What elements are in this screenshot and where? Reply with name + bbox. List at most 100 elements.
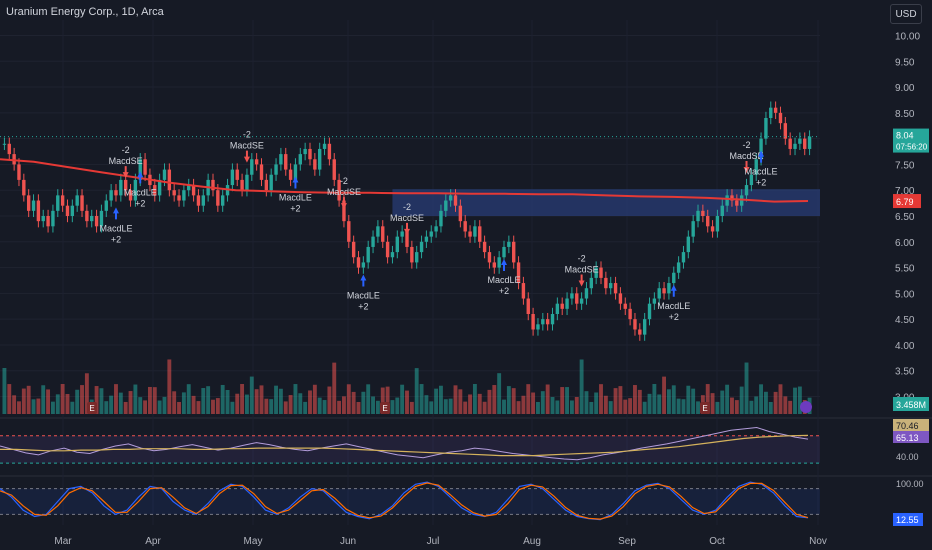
macd-long-arrow (758, 150, 765, 163)
candle-body (390, 252, 395, 258)
x-tick-label: Jul (427, 536, 440, 547)
candle-body (36, 200, 41, 222)
candle-body (65, 205, 70, 216)
rsi-ma-line (0, 434, 809, 457)
volume-bar (463, 401, 468, 414)
candle-body (220, 195, 225, 206)
volume-bar (715, 401, 720, 414)
candle-body (769, 107, 773, 118)
stoch-badge (893, 513, 923, 526)
volume-bar (162, 396, 167, 414)
signal-count: -2 (743, 140, 751, 150)
candle-body (749, 174, 754, 186)
candle-body (356, 257, 361, 268)
candle-body (521, 283, 526, 299)
volume-bar (157, 400, 162, 414)
volume-bar (191, 395, 196, 414)
candle-body (701, 210, 705, 216)
rsi-line (0, 426, 809, 461)
volume-bar (80, 385, 84, 414)
volume-bar (778, 384, 783, 414)
rsi-level-label: 40.00 (896, 452, 919, 462)
candle-body (254, 159, 259, 165)
candle-body (366, 246, 370, 263)
candle-body (560, 303, 564, 309)
y-tick-label: 9.50 (895, 57, 915, 68)
y-tick-label: 9.00 (895, 83, 915, 94)
candle-body (633, 319, 637, 330)
signal-count: -2 (578, 253, 586, 263)
candle-body (710, 226, 715, 232)
volume-bar (671, 385, 676, 414)
candle-body (201, 195, 205, 206)
candle-body (337, 179, 341, 201)
volume-bar (734, 400, 739, 414)
volume-bar (147, 386, 152, 414)
stoch-level-label: 100.00 (896, 479, 924, 489)
volume-bar (662, 376, 667, 414)
candle-body (303, 148, 307, 155)
y-tick-label: 7.00 (895, 186, 915, 197)
signal-label: MacdLE (745, 167, 778, 177)
volume-bar (220, 384, 225, 414)
candle-body (347, 221, 351, 242)
stoch-value-label: 12.55 (896, 515, 919, 525)
volume-bar (196, 401, 201, 414)
candle-body (70, 205, 75, 216)
candle-body (434, 226, 438, 232)
candle-body (26, 195, 31, 211)
signal-label: MacdSE (230, 141, 264, 151)
volume-bar (215, 398, 220, 414)
candle-body (424, 236, 429, 242)
volume-bar (235, 393, 240, 414)
candle-body (429, 231, 433, 237)
volume-bar (506, 386, 511, 414)
volume-bar (322, 400, 327, 414)
countdown-label: 07:56:20 (896, 143, 928, 152)
volume-bar (123, 401, 128, 414)
volume-bar (288, 395, 293, 414)
volume-bar (448, 398, 453, 414)
candle-body (681, 252, 686, 263)
signal-count: -2 (243, 130, 251, 140)
candle-body (94, 216, 99, 227)
candle-body (735, 200, 739, 206)
volume-bar (46, 389, 51, 414)
candle-body (90, 216, 94, 222)
candle-body (274, 164, 278, 175)
y-tick-label: 7.50 (895, 160, 915, 171)
candle-body (618, 293, 623, 304)
volume-bar (666, 389, 671, 414)
volume-bar (642, 401, 647, 414)
volume-bar (560, 387, 565, 414)
stoch-band (0, 488, 820, 515)
candle-body (351, 241, 356, 258)
candle-body (463, 221, 467, 232)
currency-button[interactable]: USD (890, 4, 922, 24)
candle-body (51, 210, 55, 227)
signal-count: +2 (290, 203, 300, 213)
volume-bar (337, 400, 342, 414)
volume-bar (12, 395, 17, 414)
candle-body (788, 138, 792, 149)
candle-body (609, 283, 613, 289)
candle-body (599, 267, 603, 278)
candle-body (657, 288, 661, 299)
y-tick-label: 10.00 (895, 31, 920, 42)
volume-bar (424, 395, 429, 414)
candle-body (545, 319, 550, 325)
rsi-value-label: 65.13 (896, 433, 919, 443)
volume-bar (657, 394, 662, 414)
signal-count: -2 (122, 145, 130, 155)
candle-body (478, 226, 482, 242)
signal-label: MacdSE (924, 0, 932, 2)
volume-bar (186, 384, 191, 414)
candle-body (298, 154, 302, 165)
volume-bar (739, 386, 744, 414)
macd-short-arrow (404, 222, 410, 235)
candle-body (798, 138, 802, 144)
volume-bar (477, 393, 482, 414)
volume-bar (99, 388, 104, 414)
volume-bar (710, 393, 715, 414)
